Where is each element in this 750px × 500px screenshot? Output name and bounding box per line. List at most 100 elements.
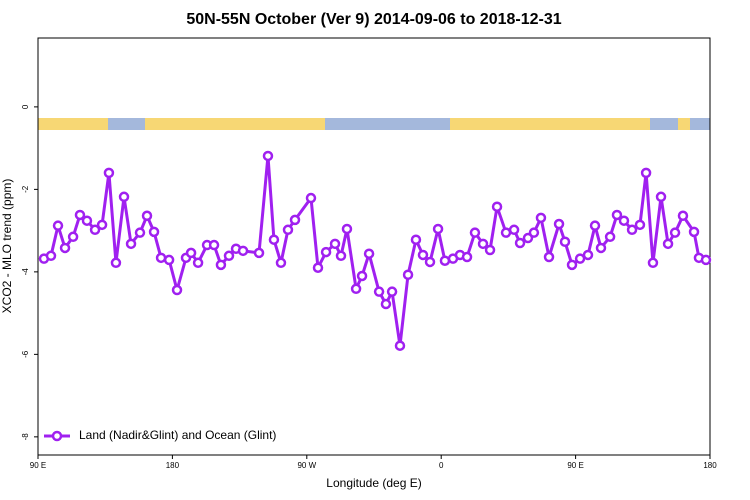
data-point [305, 192, 317, 204]
data-point [662, 238, 674, 250]
data-point [275, 257, 287, 269]
data-point [125, 238, 137, 250]
data-point [626, 224, 638, 236]
data-point [604, 231, 616, 243]
data-point [208, 239, 220, 251]
x-axis-label: Longitude (deg E) [326, 476, 421, 490]
data-point [171, 284, 183, 296]
data-point [262, 150, 274, 162]
x-tick-label: 90 E [567, 461, 583, 470]
data-point [677, 210, 689, 222]
data-point [508, 224, 520, 236]
data-point [640, 167, 652, 179]
data-point [341, 223, 353, 235]
y-tick-label: 0 [21, 104, 30, 109]
series-line [43, 154, 707, 348]
data-point [528, 227, 540, 238]
data-point [312, 262, 324, 273]
data-point [373, 286, 385, 297]
data-point [469, 227, 481, 238]
data-point [192, 257, 204, 269]
x-tick-label: 90 E [30, 461, 46, 470]
data-point [634, 219, 646, 231]
x-tick-label: 90 W [297, 461, 316, 470]
data-point [589, 220, 601, 231]
data-point [59, 242, 71, 254]
data-point [52, 220, 64, 231]
y-tick-label: -6 [21, 350, 30, 358]
data-point [215, 259, 227, 271]
plot-frame [37, 37, 711, 456]
data-point [417, 249, 429, 261]
data-point [535, 212, 547, 224]
data-point [380, 298, 392, 310]
data-point [253, 247, 265, 259]
data-point [582, 249, 594, 261]
data-point [543, 251, 555, 263]
data-point [574, 253, 586, 264]
data-point [386, 286, 398, 297]
data-point [500, 227, 512, 238]
data-point [363, 248, 375, 259]
data-point [356, 270, 368, 282]
y-axis-label: XCO2 - MLO trend (ppm) [0, 179, 14, 314]
land-ocean-strip [38, 118, 710, 130]
data-point [289, 214, 301, 226]
data-point [559, 236, 571, 248]
data-point [282, 224, 294, 236]
data-point [67, 231, 79, 243]
x-tick-label: 0 [439, 461, 444, 470]
data-point [74, 209, 86, 221]
data-point [45, 250, 57, 262]
data-point [81, 215, 93, 226]
data-point [514, 237, 526, 249]
data-point [491, 201, 503, 212]
data-point [439, 255, 451, 266]
x-tick-label: 180 [703, 461, 717, 470]
data-point [118, 191, 130, 203]
data-point [155, 252, 167, 264]
data-point [461, 251, 473, 263]
data-point [163, 254, 175, 266]
data-point [553, 218, 565, 230]
data-point [185, 247, 197, 259]
data-point [110, 257, 122, 269]
data-point [595, 242, 607, 254]
data-point [424, 256, 436, 268]
data-point [700, 254, 712, 266]
data-point [350, 283, 362, 295]
y-tick-label: -8 [21, 433, 30, 441]
data-point [335, 250, 347, 262]
data-point [223, 250, 235, 262]
data-point [477, 238, 489, 250]
data-point [148, 226, 160, 238]
legend-marker [51, 430, 63, 442]
data-point [618, 215, 630, 226]
data-point [611, 209, 623, 221]
data-point [237, 245, 249, 257]
data-point [647, 257, 659, 269]
data-point [329, 238, 341, 250]
data-point [89, 224, 101, 236]
data-point [103, 167, 115, 179]
data-point [96, 219, 108, 231]
data-point [402, 269, 414, 281]
x-tick-label: 180 [166, 461, 180, 470]
y-tick-label: -2 [21, 185, 30, 193]
data-point [655, 191, 667, 203]
data-point [688, 226, 700, 238]
data-point [566, 259, 578, 271]
y-tick-label: -4 [21, 268, 30, 276]
data-point [394, 340, 406, 351]
data-point [432, 223, 444, 235]
data-point [320, 246, 332, 258]
chart-title: 50N-55N October (Ver 9) 2014-09-06 to 20… [186, 11, 561, 28]
data-point [484, 244, 496, 256]
data-point [410, 234, 422, 245]
data-point [268, 234, 280, 245]
legend-label: Land (Nadir&Glint) and Ocean (Glint) [79, 428, 276, 442]
data-point [669, 227, 681, 238]
data-point [141, 210, 153, 222]
